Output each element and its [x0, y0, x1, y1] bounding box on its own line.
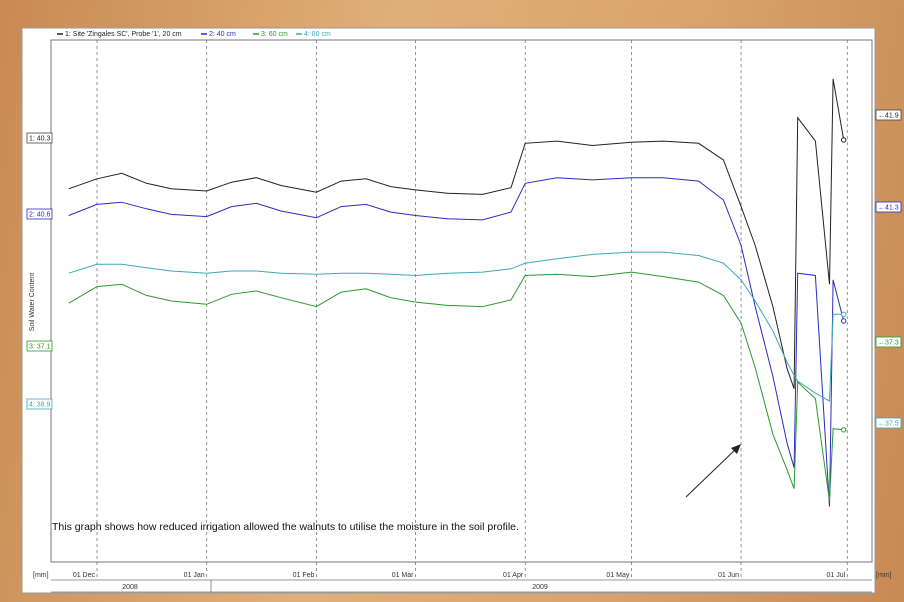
start-label-3: 3: 37.1	[29, 344, 51, 351]
x-tick-labels: 01 Dec 01 Jan 01 Feb 01 Mar 01 Apr 01 May 01 J…	[73, 572, 846, 579]
annotation-text: This graph shows how reduced irrigation …	[52, 521, 519, 533]
x-unit-right: [mm]	[876, 572, 892, 579]
x-tick-label: 01 Jun	[718, 572, 739, 579]
start-label-box-1	[26, 132, 53, 144]
series-end-marker-2	[840, 318, 847, 324]
year-label-2008: 2008	[122, 584, 138, 591]
series-end-marker-1	[840, 137, 847, 143]
start-labels: 1: 40.3 2: 40.6 3: 37.1 4: 38.9	[26, 132, 53, 410]
x-unit-left: [mm]	[33, 572, 49, 579]
x-tick-label: 01 Dec	[73, 572, 96, 579]
plot-area	[50, 39, 873, 563]
x-tick-label: 01 Jan	[184, 572, 205, 579]
end-label-box-1	[875, 109, 902, 121]
x-tick-label: 01 Mar	[392, 572, 414, 579]
x-tick-label: 01 Jul	[827, 572, 846, 579]
x-tick-label: 01 May	[606, 572, 629, 579]
series-line-4	[68, 251, 844, 402]
series-line-2	[68, 177, 845, 507]
end-label-box-2	[875, 201, 902, 213]
start-label-4: 4: 38.9	[29, 402, 51, 409]
end-label-arrow-2: ←	[878, 205, 885, 212]
year-label-2009: 2009	[532, 584, 548, 591]
series-lines	[68, 78, 847, 507]
annotation-arrow	[685, 446, 739, 498]
end-label-box-4	[875, 417, 902, 429]
legend-item-4: 4: 80 cm	[304, 31, 331, 38]
end-label-1: 41.9	[885, 113, 899, 120]
legend-item-3: 3: 60 cm	[261, 31, 288, 38]
series-line-3	[68, 271, 844, 501]
end-label-2: 41.3	[885, 205, 899, 212]
start-label-2: 2: 40.6	[29, 212, 51, 219]
annotation-arrowhead	[731, 444, 741, 454]
start-label-box-4	[26, 398, 53, 410]
y-axis-label: Soil Water Content	[29, 273, 36, 332]
end-label-3: 37.3	[885, 340, 899, 347]
legend-item-2: 2: 40 cm	[209, 31, 236, 38]
x-axis: [mm] [mm] 2008 2009 01 Dec 01 Jan 01 Feb 01…	[33, 572, 892, 593]
start-label-1: 1: 40.3	[29, 136, 51, 143]
series-line-1	[68, 78, 845, 389]
series-end-marker-3	[840, 427, 847, 433]
x-tick-label: 01 Apr	[503, 572, 524, 579]
end-label-arrow-4: ←	[878, 421, 885, 428]
grid-lines	[96, 40, 848, 580]
end-label-box-3	[875, 336, 902, 348]
legend-item-1: 1: Site 'Zingales SC', Probe '1', 20 cm	[65, 31, 182, 38]
end-label-4: 37.5	[885, 421, 899, 428]
start-label-box-2	[26, 208, 53, 220]
series-end-marker-4	[840, 311, 847, 318]
end-label-arrow-1: ←	[878, 113, 885, 120]
end-labels: ← 41.9 ← 41.3 ← 37.3 ← 37.5	[875, 109, 902, 429]
start-label-box-3	[26, 340, 53, 352]
x-tick-label: 01 Feb	[293, 572, 315, 579]
legend: 1: Site 'Zingales SC', Probe '1', 20 cm …	[57, 31, 331, 38]
end-label-arrow-3: ←	[878, 340, 885, 347]
